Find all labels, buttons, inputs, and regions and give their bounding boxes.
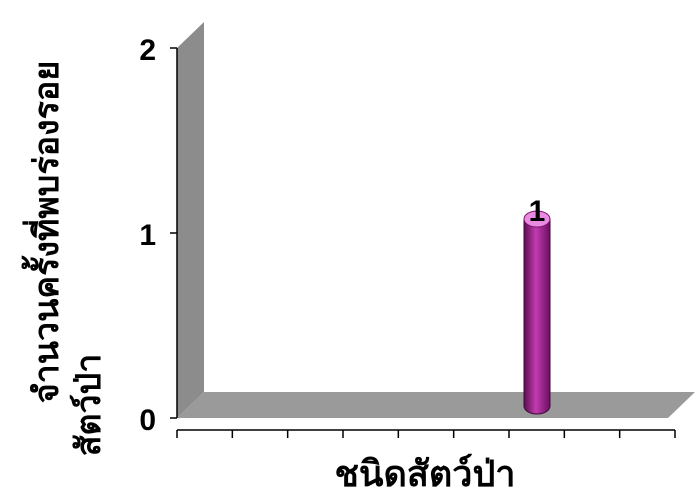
- y-tick-label-0: 0: [139, 404, 156, 437]
- y-tick-label-2: 2: [139, 34, 156, 67]
- y-axis-title-line-2: สัตว์ป่า: [69, 354, 109, 457]
- bar-cylinder-body: [523, 218, 551, 415]
- bar-cylinder-top: [523, 210, 551, 228]
- bar-data-label: 1: [529, 195, 546, 228]
- x-axis-title: ชนิดสัตว์ป่า: [334, 453, 515, 493]
- y-axis-title-line-1: จำนวนครั้งที่พบร่องรอย: [21, 61, 67, 404]
- bars-group: 1: [523, 195, 551, 415]
- chart-floor: [177, 392, 695, 418]
- y-tick-label-1: 1: [139, 219, 156, 252]
- chart-back-wall: [177, 22, 204, 418]
- x-tick-marks: [176, 430, 676, 438]
